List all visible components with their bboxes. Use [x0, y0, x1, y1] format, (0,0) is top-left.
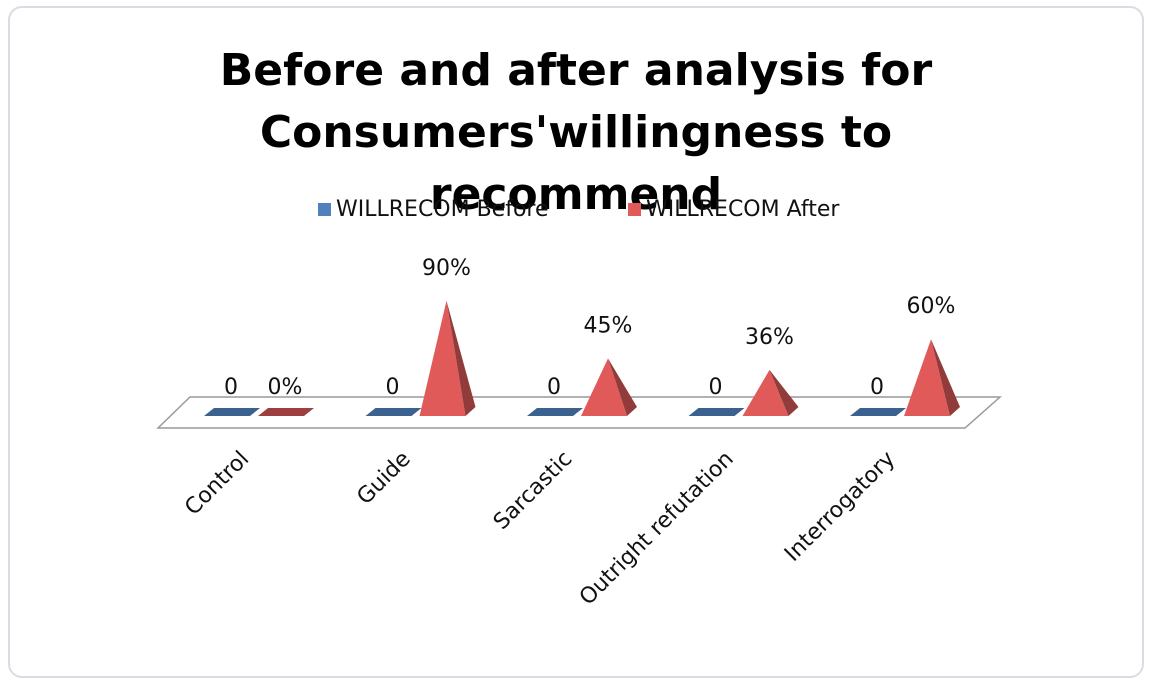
pyramid-side: [931, 339, 960, 416]
pyramid-base: [850, 408, 906, 416]
x-tick-label: Outright refutation: [575, 447, 739, 611]
x-tick-label: Sarcastic: [489, 447, 577, 535]
data-label: 60%: [907, 294, 956, 319]
chart-frame: [8, 6, 1144, 678]
pyramid: [904, 339, 960, 416]
data-label: 0%: [268, 375, 303, 400]
chart-title: Before and after analysis for Consumers'…: [219, 45, 933, 220]
data-label: 0: [870, 375, 884, 400]
legend-label: WILLRECOM After: [646, 197, 840, 222]
legend-swatch: [318, 203, 331, 216]
pyramid-side: [446, 300, 476, 416]
legend-label: WILLRECOM Before: [336, 197, 549, 222]
pyramid-front: [581, 358, 627, 416]
pyramid-side: [769, 369, 799, 416]
data-label: 0: [709, 375, 723, 400]
pyramid-base: [365, 408, 422, 416]
data-label: 0: [224, 375, 238, 400]
pyramid-front: [742, 369, 789, 416]
pyramid: [742, 369, 799, 416]
x-tick-label: Guide: [352, 447, 415, 510]
pyramid: [527, 408, 583, 416]
pyramid-front: [419, 300, 466, 416]
pyramid-base: [204, 408, 260, 416]
pyramid: [688, 408, 745, 416]
pyramid-base: [527, 408, 583, 416]
pyramid-base: [688, 408, 745, 416]
data-label: 0: [386, 375, 400, 400]
data-label: 90%: [422, 256, 471, 281]
data-label: 45%: [584, 313, 633, 338]
pyramid-front: [904, 339, 950, 416]
pyramid: [419, 300, 476, 416]
pyramid: [258, 408, 314, 416]
pyramid: [204, 408, 260, 416]
data-label: 0: [547, 375, 561, 400]
x-tick-label: Control: [180, 447, 254, 521]
pyramid: [850, 408, 906, 416]
legend-swatch: [628, 203, 641, 216]
pyramid-base: [258, 408, 314, 416]
pyramid: [581, 358, 637, 416]
x-tick-label: Interrogatory: [780, 447, 900, 567]
pyramid-side: [608, 358, 637, 416]
data-label: 36%: [745, 325, 794, 350]
pyramid: [365, 408, 422, 416]
